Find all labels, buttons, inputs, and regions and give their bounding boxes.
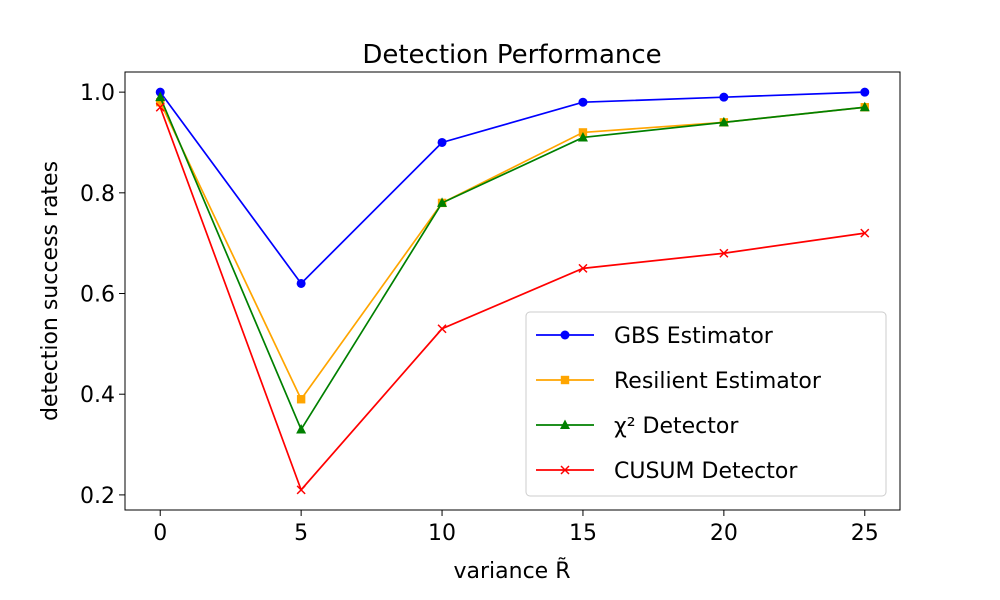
legend-label-cusum-detector: CUSUM Detector <box>614 459 798 484</box>
data-point-detector <box>296 423 307 434</box>
data-point-detector <box>718 116 729 127</box>
legend-marker-resilient-estimator <box>560 375 570 385</box>
y-tick-label: 0.2 <box>80 484 115 509</box>
data-point-detector <box>437 197 448 207</box>
y-tick-label: 1.0 <box>80 81 115 106</box>
data-point-detector <box>577 131 588 142</box>
data-point-cusum-detector <box>296 485 306 495</box>
y-tick-label: 0.4 <box>80 383 115 408</box>
chart-title: Detection Performance <box>362 40 661 70</box>
data-point-gbs-estimator <box>860 87 870 97</box>
data-point-cusum-detector <box>437 324 447 334</box>
series-line-detector <box>159 96 865 432</box>
legend-marker-detector <box>560 419 570 429</box>
legend-marker-gbs-estimator <box>560 330 570 340</box>
legend-label-resilient-estimator: Resilient Estimator <box>614 369 822 394</box>
series-layer <box>155 87 870 495</box>
x-tick-label: 20 <box>710 521 738 546</box>
axis-ticks: 0 5 10 15 20 25 0.2 0.4 0.6 0.8 1.0 <box>80 81 879 546</box>
y-axis-label: detection success rates <box>38 161 63 421</box>
data-point-cusum-detector <box>860 228 870 238</box>
data-point-gbs-estimator <box>719 92 729 102</box>
data-point-cusum-detector <box>155 102 165 112</box>
x-tick-label: 25 <box>851 521 879 546</box>
legend-box <box>525 311 887 497</box>
plot-frame <box>124 71 901 511</box>
data-point-gbs-estimator <box>296 278 306 288</box>
x-tick-label: 10 <box>428 521 456 546</box>
data-point-gbs-estimator <box>437 137 447 147</box>
y-tick-label: 0.8 <box>80 182 115 207</box>
legend: GBS Estimator Resilient Estimator χ² Detec… <box>525 311 887 497</box>
x-tick-label: 5 <box>294 521 308 546</box>
x-tick-label: 15 <box>569 521 597 546</box>
x-tick-label: 0 <box>153 521 167 546</box>
x-axis-label: variance R̃ <box>454 558 571 584</box>
series-line-cusum-detector <box>159 106 865 492</box>
data-point-detector <box>859 101 870 112</box>
series-line-gbs-estimator <box>159 91 865 285</box>
data-point-gbs-estimator <box>578 97 588 107</box>
data-point-cusum-detector <box>719 248 729 258</box>
legend-marker-cusum-detector <box>560 465 570 475</box>
data-point-detector <box>155 91 166 102</box>
data-point-resilient-estimator <box>296 395 306 404</box>
legend-label-gbs-estimator: GBS Estimator <box>614 324 774 349</box>
legend-label-detector: χ² Detector <box>614 414 739 439</box>
data-point-cusum-detector <box>578 263 588 273</box>
y-tick-label: 0.6 <box>80 283 115 308</box>
data-point-resilient-estimator <box>156 98 165 107</box>
